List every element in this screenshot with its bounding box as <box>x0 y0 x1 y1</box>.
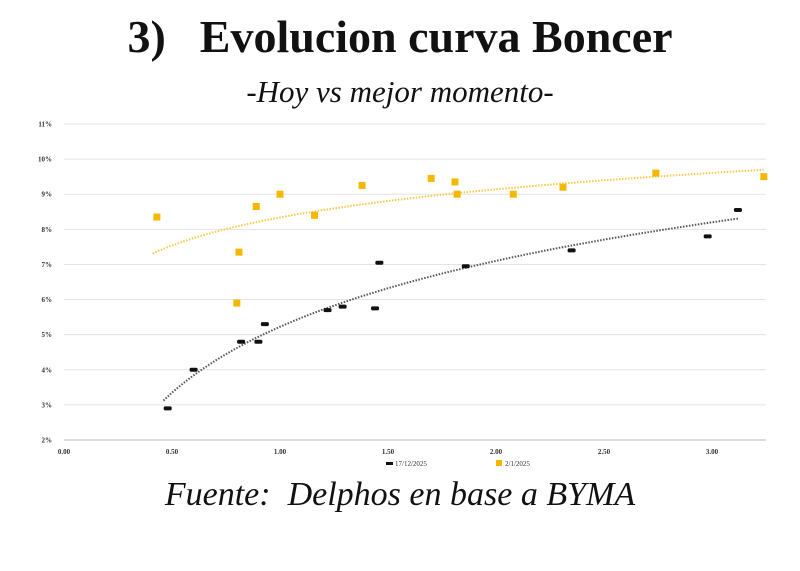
x-tick-label: 0.00 <box>58 448 71 456</box>
chart-title: 3) Evolucion curva Boncer <box>0 10 800 63</box>
data-point <box>461 264 470 269</box>
y-tick-label: 8% <box>42 226 53 234</box>
y-tick-label: 4% <box>42 366 53 374</box>
y-tick-label: 9% <box>42 191 53 199</box>
trendlines <box>152 168 764 402</box>
data-point <box>252 203 260 211</box>
x-tick-label: 1.50 <box>382 448 395 456</box>
source-footer: Fuente: Delphos en base a BYMA <box>164 476 636 513</box>
title-number: 3) <box>127 11 166 62</box>
data-point <box>453 190 461 198</box>
data-point <box>276 190 284 198</box>
trendline <box>162 217 739 402</box>
data-point <box>358 181 366 189</box>
data-point <box>311 211 319 219</box>
legend-marker <box>386 462 393 465</box>
legend-marker <box>496 460 502 466</box>
data-point <box>338 304 347 309</box>
y-tick-label: 3% <box>42 401 53 409</box>
x-tick-label: 3.00 <box>706 448 719 456</box>
y-tick-label: 2% <box>42 437 53 445</box>
x-tick-label: 2.00 <box>490 448 503 456</box>
y-tick-label: 5% <box>42 331 53 339</box>
data-point <box>153 213 161 221</box>
data-points <box>153 169 768 411</box>
data-point <box>371 306 380 311</box>
data-point <box>427 174 435 182</box>
data-point <box>233 299 241 307</box>
y-tick-label: 7% <box>42 261 53 269</box>
data-point <box>254 339 263 344</box>
data-point <box>189 367 198 372</box>
data-point <box>323 308 332 313</box>
data-point <box>652 169 660 177</box>
chart-subtitle: -Hoy vs mejor momento- <box>246 74 554 109</box>
data-point <box>163 406 172 411</box>
data-point <box>733 208 742 213</box>
legend: 17/12/2025 2/1/2025 <box>386 460 530 468</box>
data-point <box>703 234 712 239</box>
scatter-chart: 0.00 0.50 1.00 1.50 2.00 2.50 3.00 2% 3% 4% 5% 6% 7… <box>38 121 768 468</box>
data-point <box>235 248 243 256</box>
title-text: Evolucion curva Boncer <box>199 11 673 62</box>
data-point <box>237 339 246 344</box>
y-tick-label: 11% <box>38 121 52 129</box>
x-tick-label: 0.50 <box>166 448 179 456</box>
legend-label: 17/12/2025 <box>395 460 427 468</box>
grid-lines <box>64 123 766 441</box>
x-tick-label: 1.00 <box>274 448 287 456</box>
legend-label: 2/1/2025 <box>505 460 530 468</box>
x-tick-label: 2.50 <box>598 448 611 456</box>
data-point <box>260 322 269 327</box>
y-axis-ticks: 2% 3% 4% 5% 6% 7% 8% 9% 10% 11% <box>38 121 52 445</box>
y-tick-label: 6% <box>42 296 53 304</box>
x-axis-ticks: 0.00 0.50 1.00 1.50 2.00 2.50 3.00 <box>58 448 719 456</box>
y-tick-label: 10% <box>38 156 52 164</box>
data-point <box>451 178 459 186</box>
data-point <box>509 190 517 198</box>
data-point <box>559 183 567 191</box>
data-point <box>760 173 768 181</box>
data-point <box>375 260 384 265</box>
data-point <box>567 248 576 253</box>
